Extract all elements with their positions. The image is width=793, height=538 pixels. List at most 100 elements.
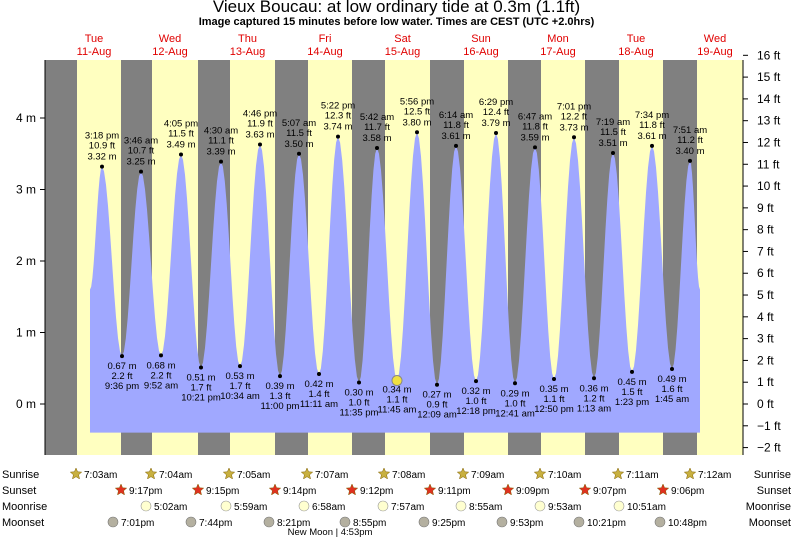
low-tide-point [552, 376, 556, 381]
left-tick-label: 2 m [16, 254, 36, 268]
high-tide-metres: 3.61 m [441, 131, 470, 142]
low-tide-feet: 0.9 ft [426, 400, 447, 411]
moonrise-icon [140, 500, 152, 512]
high-tide-metres: 3.79 m [481, 118, 510, 129]
high-tide-point [336, 134, 340, 139]
left-tick-label: 0 m [16, 397, 36, 411]
low-tide-feet: 1.0 ft [348, 398, 369, 409]
row-label-left: Sunrise [2, 469, 39, 481]
right-tick-label: 5 ft [757, 288, 774, 302]
low-tide-feet: 1.1 ft [543, 394, 564, 405]
high-tide-feet: 11.5 ft [168, 128, 194, 139]
low-tide-feet: 1.2 ft [583, 393, 604, 404]
moonset-icon [496, 516, 508, 528]
high-tide-time: 7:01 pm [557, 101, 591, 112]
low-tide-feet: 1.7 ft [190, 383, 211, 394]
low-tide-feet: 2.2 ft [150, 370, 171, 381]
moonset-time: 10:21pm [587, 518, 626, 529]
row-label-right: Sunrise [754, 469, 791, 481]
right-tick-label: 0 ft [757, 397, 774, 411]
right-tick-label: 9 ft [757, 201, 774, 215]
moonset-time: 8:21pm [277, 518, 310, 529]
low-tide-metres: 0.39 m [265, 381, 294, 392]
high-tide-point [572, 135, 576, 140]
high-tide-metres: 3.40 m [675, 146, 704, 157]
low-tide-time: 11:35 pm [340, 408, 379, 419]
high-tide-point [415, 130, 419, 135]
moonset-time: 8:55pm [353, 518, 386, 529]
astro-events: Sunrise Sunrise Sunset Sunset Moonrise Moonri… [2, 467, 791, 538]
sunset-time: 9:09pm [516, 486, 549, 497]
high-tide-metres: 3.80 m [402, 117, 431, 128]
high-tide-time: 6:47 am [518, 111, 552, 122]
left-tick-label: 1 m [16, 326, 36, 340]
high-tide-time: 5:07 am [282, 118, 316, 129]
right-tick-label: 2 ft [757, 353, 774, 367]
day-name: Sat [394, 33, 411, 45]
high-tide-point [454, 143, 458, 148]
low-tide-time: 9:36 pm [105, 381, 139, 392]
low-tide-point [278, 374, 282, 379]
right-tick-label: 16 ft [757, 48, 781, 62]
high-tide-metres: 3.63 m [245, 129, 274, 140]
axes: 0 m 1 m 2 m 3 m 4 m −2 ft −1 ft 0 ft 1 ft 2 ft 3 f… [16, 48, 781, 455]
moonrise-icon [534, 500, 546, 512]
low-tide-feet: 1.3 ft [269, 391, 290, 402]
high-tide-time: 5:56 pm [400, 96, 434, 107]
high-tide-point [650, 143, 654, 148]
tide-area [90, 132, 700, 433]
day-labels: Tue11-AugWed12-AugThu13-AugFri14-AugSat1… [77, 33, 733, 58]
high-tide-metres: 3.39 m [206, 147, 235, 158]
sunrise-icon [377, 467, 391, 480]
low-tide-metres: 0.32 m [461, 386, 490, 397]
day-name: Thu [238, 33, 257, 45]
moonrise-time: 10:51am [627, 502, 666, 513]
moonset-time: 7:01pm [121, 518, 154, 529]
high-tide-feet: 11.8 ft [443, 120, 469, 131]
high-tide-time: 3:46 am [124, 136, 158, 147]
day-name: Tue [85, 33, 104, 45]
high-tide-time: 7:34 pm [635, 110, 669, 121]
sunset-icon [656, 483, 670, 496]
moonset-time: 7:44pm [199, 518, 232, 529]
low-tide-time: 10:34 am [220, 391, 260, 402]
sunrise-time: 7:10am [548, 470, 581, 481]
sunset-icon [268, 483, 282, 496]
right-tick-label: 4 ft [757, 310, 774, 324]
high-tide-feet: 11.1 ft [208, 136, 234, 147]
low-tide-metres: 0.45 m [617, 377, 646, 388]
right-tick-label: 15 ft [757, 70, 781, 84]
high-tide-metres: 3.73 m [559, 122, 588, 133]
moonset-icon [263, 516, 275, 528]
moonset-icon [185, 516, 197, 528]
low-tide-metres: 0.53 m [225, 371, 254, 382]
sunrise-time: 7:12am [698, 470, 731, 481]
sunset-time: 9:14pm [283, 486, 316, 497]
low-tide-point [474, 379, 478, 384]
right-tick-label: −2 ft [757, 441, 781, 455]
high-tide-feet: 12.5 ft [404, 106, 431, 117]
new-moon-label: New Moon | 4:53pm [288, 527, 373, 538]
right-tick-label: 13 ft [757, 114, 781, 128]
high-tide-time: 4:30 am [204, 126, 238, 137]
moonrise-icon [377, 500, 389, 512]
low-tide-point [159, 353, 163, 358]
low-tide-time: 11:45 am [378, 405, 417, 416]
chart-title: Vieux Boucau: at low ordinary tide at 0.… [212, 0, 581, 16]
sunrise-icon [69, 467, 83, 480]
moonset-time: 10:48pm [668, 518, 707, 529]
low-tide-point [238, 364, 242, 369]
low-tide-time: 12:18 pm [456, 406, 496, 417]
row-label-left: Moonrise [2, 501, 47, 513]
moonrise-icon [455, 500, 467, 512]
high-tide-metres: 3.59 m [520, 132, 549, 143]
moonrise-time: 5:02am [154, 502, 187, 513]
low-tide-point [435, 382, 439, 387]
day-date: 18-Aug [618, 46, 653, 58]
sunset-time: 9:17pm [129, 486, 162, 497]
moonrise-icon [613, 500, 625, 512]
right-tick-label: 11 ft [757, 157, 780, 171]
high-tide-feet: 11.2 ft [677, 135, 703, 146]
day-date: 11-Aug [77, 46, 112, 58]
